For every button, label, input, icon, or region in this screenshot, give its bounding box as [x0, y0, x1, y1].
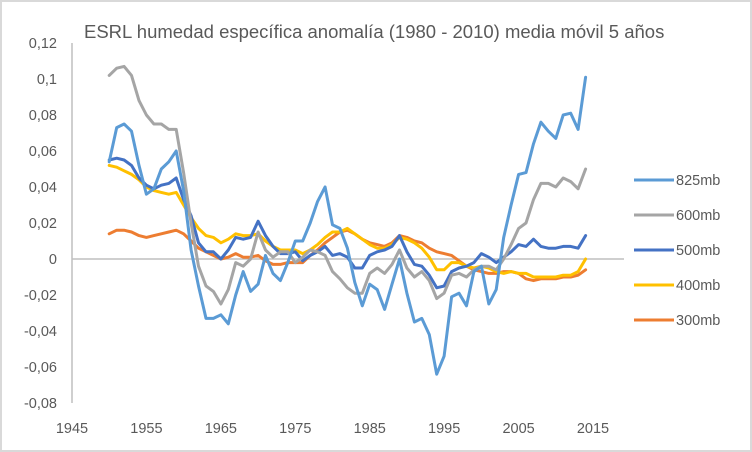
y-tick-label: 0,1 [37, 72, 57, 88]
series-line-825mb [107, 75, 588, 376]
y-tick-label: -0,06 [24, 360, 57, 376]
y-tick-label: -0,04 [24, 324, 57, 340]
legend-label: 600mb [676, 208, 720, 224]
series-line-600mb [107, 64, 588, 306]
x-tick-label: 1985 [354, 421, 386, 437]
x-tick-label: 1975 [279, 421, 311, 437]
legend-item-400mb: 400mb [634, 278, 720, 294]
legend-label: 300mb [676, 313, 720, 329]
y-axis-ticks: 0,12 0,1 0,08 0,06 0,04 0,02 0 -0,02 -0,04 -0,06 -… [24, 36, 57, 412]
y-tick-label: 0,02 [29, 216, 57, 232]
legend-label: 500mb [676, 243, 720, 259]
chart-title: ESRL humedad específica anomalía (1980 -… [84, 21, 664, 42]
y-tick-label: 0,12 [29, 36, 57, 52]
y-tick-label: -0,08 [24, 396, 57, 412]
legend-item-825mb: 825mb [634, 173, 720, 189]
y-tick-label: 0,08 [29, 108, 57, 124]
x-tick-label: 2015 [577, 421, 609, 437]
legend-item-500mb: 500mb [634, 243, 720, 259]
x-tick-label: 2005 [502, 421, 534, 437]
legend: 825mb 600mb 500mb 400mb 300mb [634, 173, 720, 329]
y-tick-label: 0,04 [29, 180, 57, 196]
x-tick-label: 1955 [130, 421, 162, 437]
series-lines [107, 64, 588, 376]
y-tick-label: -0,02 [24, 288, 57, 304]
legend-item-600mb: 600mb [634, 208, 720, 224]
x-tick-label: 1965 [205, 421, 237, 437]
legend-label: 400mb [676, 278, 720, 294]
y-tick-label: 0,06 [29, 144, 57, 160]
x-tick-label: 1995 [428, 421, 460, 437]
x-tick-label: 1945 [56, 421, 88, 437]
legend-item-300mb: 300mb [634, 313, 720, 329]
legend-label: 825mb [676, 173, 720, 189]
y-tick-label: 0 [49, 252, 57, 268]
x-axis-ticks: 1945 1955 1965 1975 1985 1995 2005 2015 [56, 421, 609, 437]
